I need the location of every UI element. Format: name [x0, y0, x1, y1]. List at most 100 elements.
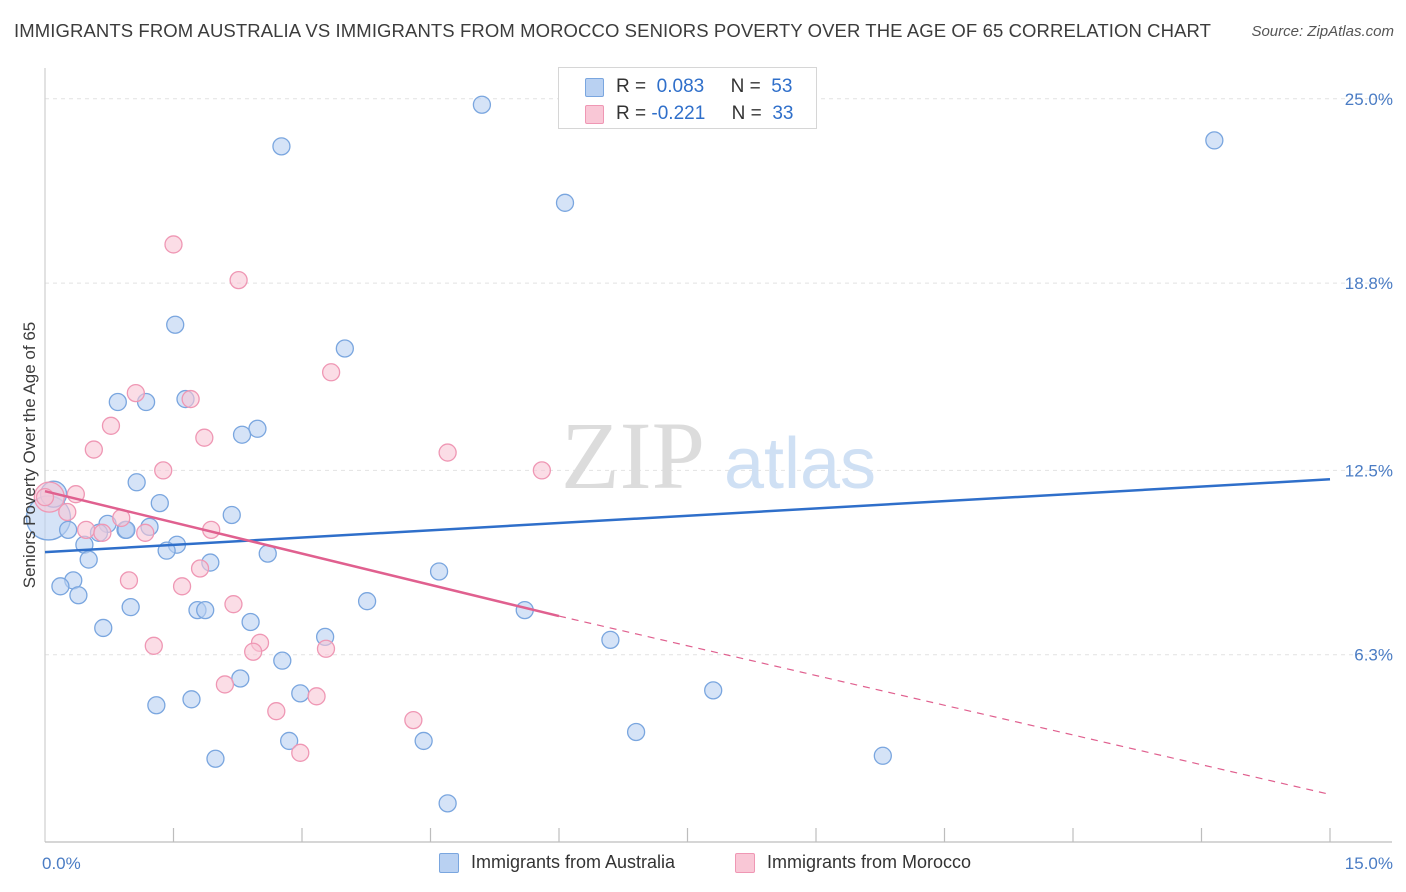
- australia-point: [222, 505, 241, 525]
- legend-r-label: R =: [616, 103, 647, 124]
- tick-labels: 6.3% 12.5% 18.8% 25.0% 0.0% 15.0%: [42, 90, 1393, 873]
- axes: [44, 68, 1392, 843]
- australia-point: [232, 425, 252, 444]
- morocco-point: [93, 523, 112, 542]
- morocco-point: [404, 710, 423, 730]
- australia-point: [79, 550, 98, 569]
- morocco-point: [172, 577, 192, 596]
- australia-point: [873, 746, 892, 765]
- morocco-point: [58, 502, 77, 522]
- series-morocco: [33, 235, 552, 762]
- legend-r-value: -0.221: [651, 103, 706, 124]
- morocco-point: [291, 743, 310, 762]
- australia-point: [150, 493, 169, 513]
- legend-swatch-morocco: [735, 852, 755, 873]
- x-tick-label: 15.0%: [1345, 854, 1393, 873]
- morocco-point: [244, 642, 263, 661]
- australia-point: [279, 731, 299, 751]
- australia-point: [51, 577, 70, 596]
- legend-r-value: 0.083: [656, 76, 705, 97]
- morocco-trendline: [44, 489, 560, 618]
- morocco-point: [195, 428, 214, 447]
- morocco-point: [316, 639, 336, 658]
- morocco-point: [307, 687, 326, 706]
- morocco-point: [76, 520, 96, 539]
- legend-item-australia: Immigrants from Australia: [439, 852, 675, 873]
- australia-point: [335, 339, 354, 358]
- morocco-point: [321, 363, 341, 382]
- australia-point: [429, 562, 449, 581]
- grid-lines: [45, 98, 1392, 656]
- australia-point: [121, 597, 140, 617]
- australia-point: [231, 669, 250, 688]
- legend-label-morocco: Immigrants from Morocco: [767, 852, 972, 872]
- australia-point: [166, 315, 185, 334]
- chart-title: IMMIGRANTS FROM AUSTRALIA VS IMMIGRANTS …: [14, 20, 1212, 41]
- australia-point: [414, 731, 433, 751]
- watermark: ZIP atlas: [561, 402, 876, 509]
- australia-point: [206, 749, 225, 768]
- legend-label-australia: Immigrants from Australia: [471, 852, 676, 872]
- australia-point: [472, 95, 492, 114]
- legend-row-morocco: R = -0.221 N = 33: [585, 103, 793, 125]
- australia-point: [58, 520, 78, 539]
- morocco-point: [136, 523, 155, 542]
- morocco-point: [181, 389, 200, 409]
- australia-point: [555, 193, 575, 212]
- australia-point: [127, 473, 146, 492]
- australia-point: [241, 612, 260, 632]
- morocco-point: [224, 595, 243, 614]
- trendlines: [44, 478, 1331, 796]
- australia-point: [601, 630, 620, 649]
- australia-point: [704, 681, 723, 700]
- morocco-point: [190, 559, 210, 578]
- y-axis-label: Seniors Poverty Over the Age of 65: [20, 322, 39, 588]
- australia-point: [108, 392, 127, 412]
- legend-swatch-morocco: [585, 104, 604, 124]
- morocco-point: [35, 487, 55, 507]
- legend-item-morocco: Immigrants from Morocco: [735, 852, 971, 873]
- morocco-point: [164, 235, 183, 254]
- legend-row-australia: R = 0.083 N = 53: [585, 76, 792, 98]
- watermark-atlas: atlas: [724, 424, 876, 504]
- australia-point: [272, 137, 291, 156]
- australia-trendline: [44, 478, 1331, 554]
- correlation-legend: R = 0.083 N = 53 R = -0.221 N = 33: [558, 67, 817, 129]
- morocco-point: [267, 702, 286, 721]
- australia-point: [147, 696, 166, 715]
- morocco-point: [144, 636, 163, 655]
- australia-point: [182, 690, 201, 709]
- australia-point: [438, 794, 457, 813]
- morocco-point: [84, 440, 103, 459]
- x-tick-label: 0.0%: [42, 854, 81, 873]
- y-tick-label: 25.0%: [1345, 90, 1393, 109]
- morocco-point: [438, 443, 457, 462]
- series-legend: Immigrants from Australia Immigrants fro…: [0, 852, 1406, 878]
- australia-point: [248, 419, 267, 438]
- legend-r-label: R =: [616, 76, 647, 97]
- morocco-point: [532, 461, 552, 480]
- australia-point: [196, 600, 215, 620]
- morocco-point: [229, 270, 248, 290]
- australia-point: [1205, 131, 1224, 150]
- legend-n-label: N =: [731, 103, 762, 124]
- australia-point: [94, 618, 113, 638]
- australia-point: [273, 651, 292, 670]
- morocco-point: [215, 675, 235, 694]
- australia-point: [626, 722, 646, 742]
- australia-point: [291, 684, 310, 703]
- australia-point: [69, 586, 88, 605]
- morocco-trendline-dashed: [558, 615, 1331, 796]
- legend-n-label: N =: [730, 76, 761, 97]
- morocco-point: [126, 383, 145, 403]
- legend-swatch-australia: [439, 852, 459, 873]
- y-tick-label: 18.8%: [1345, 274, 1393, 293]
- y-tick-label: 6.3%: [1354, 646, 1393, 665]
- morocco-point: [154, 461, 173, 480]
- morocco-point: [119, 571, 139, 590]
- morocco-point: [101, 416, 121, 435]
- source-label: Source: ZipAtlas.com: [1251, 23, 1394, 40]
- australia-point: [357, 592, 377, 611]
- legend-swatch-australia: [585, 77, 604, 97]
